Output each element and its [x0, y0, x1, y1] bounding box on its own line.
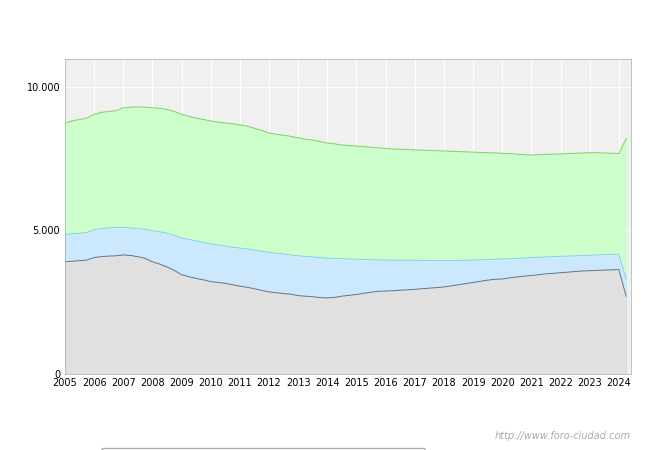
Text: http://www.foro-ciudad.com: http://www.foro-ciudad.com — [495, 431, 630, 441]
Legend: Ocupados, Parados, Hab. entre 16-64: Ocupados, Parados, Hab. entre 16-64 — [101, 448, 425, 450]
Text: La Llagosta - Evolucion de la poblacion en edad de Trabajar Mayo de 2024: La Llagosta - Evolucion de la poblacion … — [77, 18, 573, 31]
